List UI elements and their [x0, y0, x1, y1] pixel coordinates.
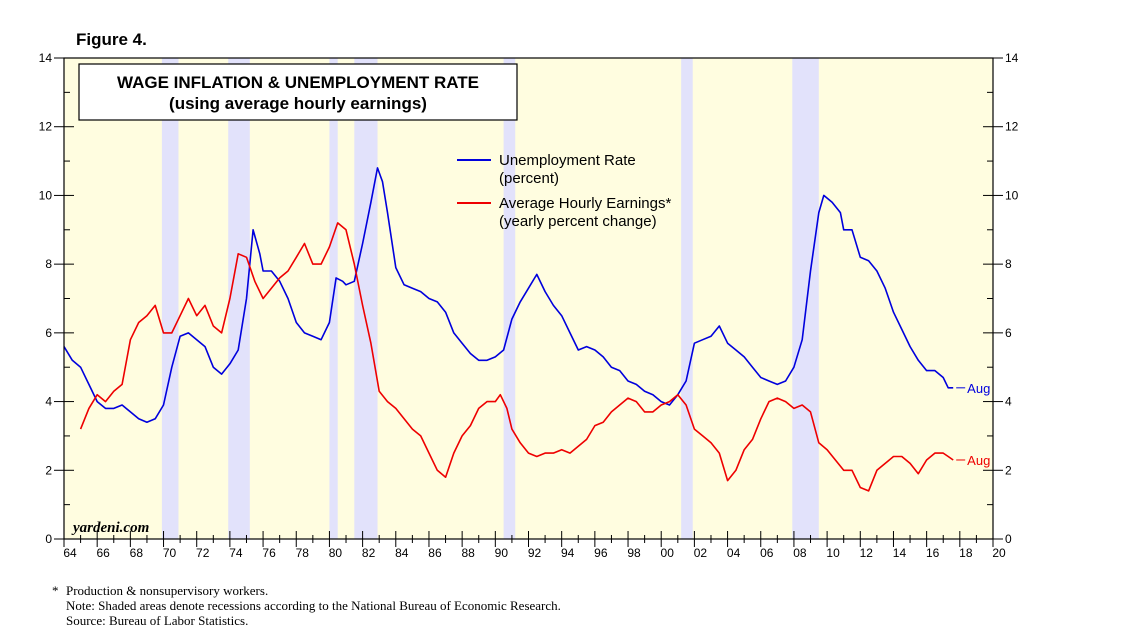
x-tick-label: 72	[196, 546, 210, 560]
x-tick-label: 82	[362, 546, 376, 560]
x-tick-label: 02	[694, 546, 708, 560]
footnote-3: Source: Bureau of Labor Statistics.	[52, 613, 248, 629]
y-tick-label-right: 2	[1005, 463, 1012, 477]
footnote-text-3: Source: Bureau of Labor Statistics.	[66, 613, 249, 628]
x-tick-label: 08	[793, 546, 807, 560]
x-tick-label: 74	[229, 546, 243, 560]
series-end-label: Aug	[967, 453, 990, 468]
y-tick-label-right: 6	[1005, 326, 1012, 340]
x-tick-label: 00	[661, 546, 675, 560]
y-tick-label-right: 8	[1005, 257, 1012, 271]
recession-band	[354, 58, 378, 539]
y-tick-label-left: 6	[45, 326, 52, 340]
y-tick-label-right: 14	[1005, 51, 1019, 65]
y-tick-label-left: 0	[45, 532, 52, 546]
legend-sublabel: (yearly percent change)	[499, 213, 657, 230]
x-tick-label: 88	[461, 546, 475, 560]
chart-subtitle: (using average hourly earnings)	[169, 94, 427, 113]
title-box	[78, 63, 518, 121]
x-tick-label: 64	[63, 546, 77, 560]
hourly-earnings-line	[79, 222, 954, 492]
watermark: yardeni.com	[71, 520, 149, 536]
footnote-text-1: Production & nonsupervisory workers.	[66, 583, 269, 598]
plot-frame	[63, 57, 994, 540]
x-tick-label: 06	[760, 546, 774, 560]
x-tick-label: 84	[395, 546, 409, 560]
chart-title: WAGE INFLATION & UNEMPLOYMENT RATE	[117, 73, 479, 92]
x-tick-label: 90	[495, 546, 509, 560]
plot-background	[64, 58, 993, 539]
recession-band	[681, 58, 693, 539]
unemployment-rate-line	[63, 167, 954, 423]
y-tick-label-left: 14	[39, 51, 53, 65]
x-tick-label: 96	[594, 546, 608, 560]
footnote-2: Note: Shaded areas denote recessions acc…	[52, 598, 561, 614]
recession-band	[161, 58, 179, 539]
x-tick-label: 80	[329, 546, 343, 560]
x-tick-label: 18	[959, 546, 973, 560]
x-tick-label: 98	[627, 546, 641, 560]
figure-label: Figure 4.	[76, 30, 147, 49]
y-tick-label-left: 10	[39, 188, 53, 202]
x-tick-label: 94	[561, 546, 575, 560]
x-tick-label: 12	[860, 546, 874, 560]
y-tick-label-right: 0	[1005, 532, 1012, 546]
x-tick-label: 68	[130, 546, 144, 560]
x-tick-label: 78	[296, 546, 310, 560]
y-tick-label-right: 4	[1005, 395, 1012, 409]
y-tick-label-right: 12	[1005, 120, 1019, 134]
series-end-label: Aug	[967, 381, 990, 396]
y-tick-label-right: 10	[1005, 188, 1019, 202]
footnote-text-2: Note: Shaded areas denote recessions acc…	[66, 598, 561, 613]
x-tick-label: 76	[262, 546, 276, 560]
x-tick-label: 04	[727, 546, 741, 560]
y-tick-label-left: 4	[45, 395, 52, 409]
x-tick-label: 20	[992, 546, 1006, 560]
recession-band	[792, 58, 819, 539]
y-tick-label-left: 2	[45, 463, 52, 477]
recession-band	[228, 58, 250, 539]
footnote-asterisk: *	[52, 583, 59, 598]
y-tick-label-left: 8	[45, 257, 52, 271]
x-tick-label: 14	[893, 546, 907, 560]
x-tick-label: 66	[96, 546, 110, 560]
x-tick-label: 70	[163, 546, 177, 560]
legend-label: Unemployment Rate	[499, 152, 636, 169]
recession-band	[503, 58, 516, 539]
footnote-1: * Production & nonsupervisory workers.	[52, 583, 268, 599]
y-tick-label-left: 12	[39, 120, 53, 134]
x-tick-label: 16	[926, 546, 940, 560]
legend-sublabel: (percent)	[499, 170, 559, 187]
legend-label: Average Hourly Earnings*	[499, 195, 671, 212]
x-tick-label: 86	[428, 546, 442, 560]
x-tick-label: 92	[528, 546, 542, 560]
x-tick-label: 10	[826, 546, 840, 560]
